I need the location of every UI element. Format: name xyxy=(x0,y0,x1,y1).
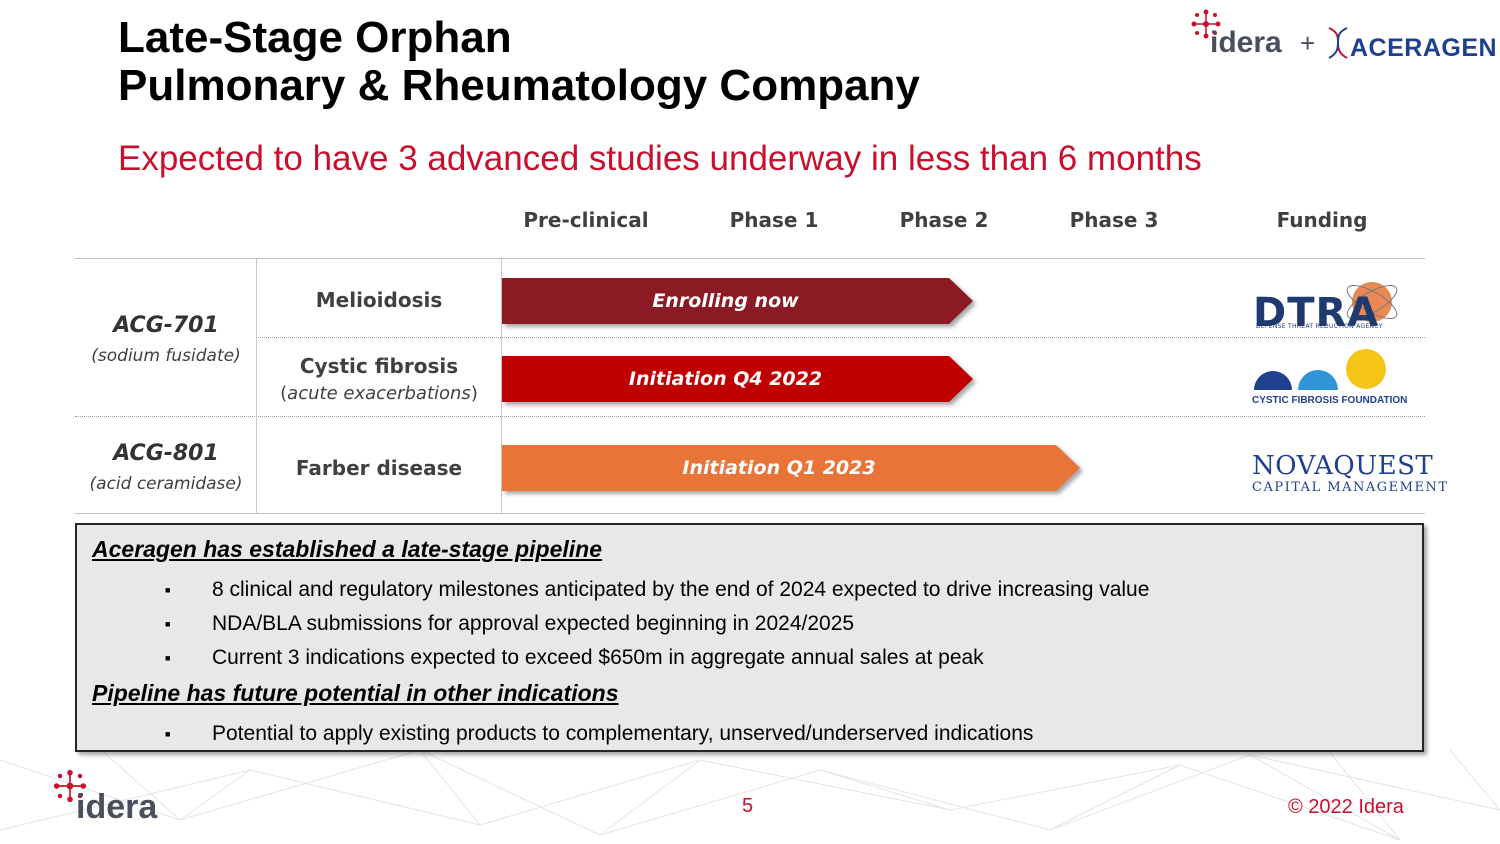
progress-arrow-label: Enrolling now xyxy=(652,290,799,312)
table-top-rule xyxy=(75,258,1425,259)
bullet-nda-bla: NDA/BLA submissions for approval expecte… xyxy=(212,612,855,635)
summary-heading-pipeline: Aceragen has established a late-stage pi… xyxy=(92,536,603,562)
dna-helix-icon xyxy=(1328,27,1348,59)
summary-heading-potential: Pipeline has future potential in other i… xyxy=(92,680,619,706)
indication-cystic-fibrosis: Cystic fibrosis xyxy=(299,354,459,378)
program-acg-701: ACG-701 xyxy=(113,313,219,338)
dtra-logo-text: DTRA xyxy=(1253,290,1380,336)
copyright: © 2022 Idera xyxy=(1288,796,1404,818)
table-bottom-rule xyxy=(75,513,1425,514)
column-divider xyxy=(256,258,257,513)
row-divider xyxy=(75,416,1425,417)
title-line-2: Pulmonary & Rheumatology Company xyxy=(118,61,920,110)
novaquest-logo-subtitle: CAPITAL MANAGEMENT xyxy=(1252,480,1449,495)
bullet-icon: ■ xyxy=(165,729,171,739)
bullet-icon: ■ xyxy=(165,585,171,595)
bullet-icon: ■ xyxy=(165,653,171,663)
indication-cystic-fibrosis-detail: (acute exacerbations) xyxy=(280,383,478,404)
progress-arrow-label: Initiation Q1 2023 xyxy=(682,457,876,479)
column-header-phase2: Phase 2 xyxy=(899,208,989,232)
title-line-1: Late-Stage Orphan xyxy=(118,13,512,62)
logo-plus: + xyxy=(1300,28,1316,58)
summary-box: Aceragen has established a late-stage pi… xyxy=(75,523,1424,752)
progress-arrow-label: Initiation Q4 2022 xyxy=(628,368,823,390)
page-title: Late-Stage Orphan Pulmonary & Rheumatolo… xyxy=(118,14,920,110)
page-subtitle: Expected to have 3 advanced studies unde… xyxy=(118,139,1202,178)
program-acg-801: ACG-801 xyxy=(113,441,219,466)
column-header-phase3: Phase 3 xyxy=(1069,208,1159,232)
idera-logo-text: idera xyxy=(1210,26,1282,59)
column-header-funding: Funding xyxy=(1276,208,1368,232)
progress-arrow-farber-disease: Initiation Q1 2023 xyxy=(502,445,1080,491)
footer-idera-logo-text: idera xyxy=(76,788,158,826)
indication-melioidosis: Melioidosis xyxy=(315,288,443,312)
page-number: 5 xyxy=(742,795,754,817)
footer-idera-star-icon xyxy=(53,769,87,803)
cff-circles-icon xyxy=(1254,349,1386,390)
bullet-icon: ■ xyxy=(165,619,171,629)
program-acg-801-subtitle: (acid ceramidase) xyxy=(89,474,243,494)
column-divider xyxy=(501,258,502,513)
novaquest-logo-text: NOVAQUEST xyxy=(1252,451,1434,481)
dtra-globe-icon xyxy=(1346,282,1398,322)
progress-arrow-cystic-fibrosis: Initiation Q4 2022 xyxy=(502,356,973,402)
background-network-pattern xyxy=(0,740,1500,841)
cff-logo-text: CYSTIC FIBROSIS FOUNDATION xyxy=(1252,395,1408,406)
idera-star-icon xyxy=(1191,9,1221,39)
bullet-complementary: Potential to apply existing products to … xyxy=(212,722,1034,745)
indication-farber-disease: Farber disease xyxy=(295,456,463,480)
column-header-preclinical: Pre-clinical xyxy=(523,208,649,232)
bullet-milestones: 8 clinical and regulatory milestones ant… xyxy=(212,578,1150,601)
dtra-logo-subtitle: DEFENSE THREAT REDUCTION AGENCY xyxy=(1256,323,1383,330)
row-divider xyxy=(256,337,1425,338)
column-header-phase1: Phase 1 xyxy=(729,208,819,232)
bullet-sales: Current 3 indications expected to exceed… xyxy=(212,646,984,669)
aceragen-logo-text: ACERAGEN xyxy=(1350,34,1498,62)
progress-arrow-melioidosis: Enrolling now xyxy=(502,278,973,324)
program-acg-701-subtitle: (sodium fusidate) xyxy=(91,346,241,366)
